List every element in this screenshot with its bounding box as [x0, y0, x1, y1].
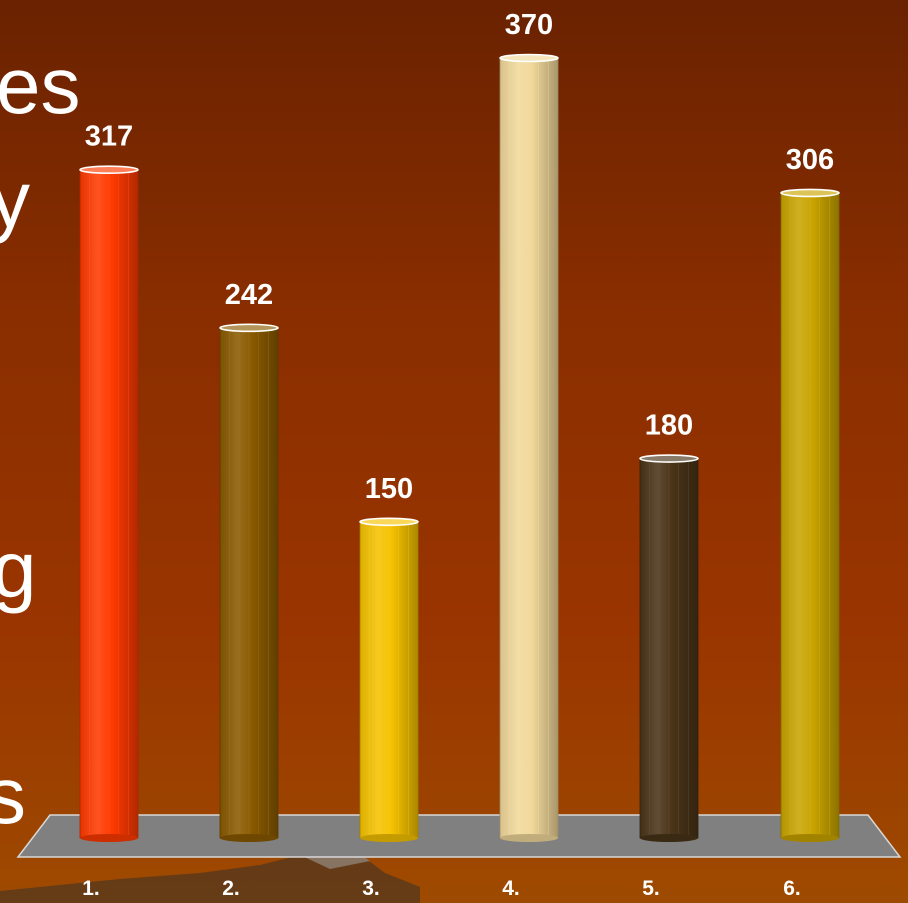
slide-text-fragment-4: s [0, 751, 26, 840]
x-tick-label-4: 4. [502, 877, 520, 900]
data-label-3: 150 [365, 473, 413, 505]
slide-text-fragment-3: g [0, 525, 37, 614]
bar-base [500, 834, 558, 842]
bar-top [639, 454, 699, 463]
data-label-2: 242 [225, 279, 273, 311]
chart-floor-plane [16, 814, 902, 858]
data-label-5: 180 [645, 410, 693, 442]
slide-text-fragment-1: es [0, 41, 81, 130]
bar-3 [359, 517, 419, 842]
bar-top [780, 188, 840, 198]
bar-top [219, 323, 279, 333]
bar-base [640, 834, 698, 842]
x-tick-labels-group: 1. 2. 3. 4. 5. 6. [82, 877, 801, 900]
bar-5 [639, 454, 699, 842]
slide-text-fragment-2: y [0, 155, 30, 244]
bar-base [80, 834, 138, 842]
x-tick-label-6: 6. [783, 877, 801, 900]
bar-base [781, 834, 839, 842]
data-label-1: 317 [85, 121, 133, 153]
bar-top [79, 165, 139, 175]
bar-base [220, 834, 278, 842]
bar-base [360, 834, 418, 842]
x-tick-label-2: 2. [222, 877, 240, 900]
bar-1 [79, 165, 139, 842]
x-tick-label-3: 3. [362, 877, 380, 900]
bar-2 [219, 323, 279, 842]
bars-group [79, 53, 840, 842]
x-tick-label-1: 1. [82, 877, 100, 900]
bar-top [499, 53, 559, 63]
bar-4 [499, 53, 559, 842]
data-label-6: 306 [786, 144, 834, 176]
data-label-4: 370 [505, 9, 553, 41]
bar-top [359, 517, 419, 527]
bar-6 [780, 188, 840, 842]
data-labels-group: 317 242 150 370 180 306 [85, 9, 834, 505]
x-tick-label-5: 5. [642, 877, 660, 900]
chart-floor [16, 814, 902, 858]
